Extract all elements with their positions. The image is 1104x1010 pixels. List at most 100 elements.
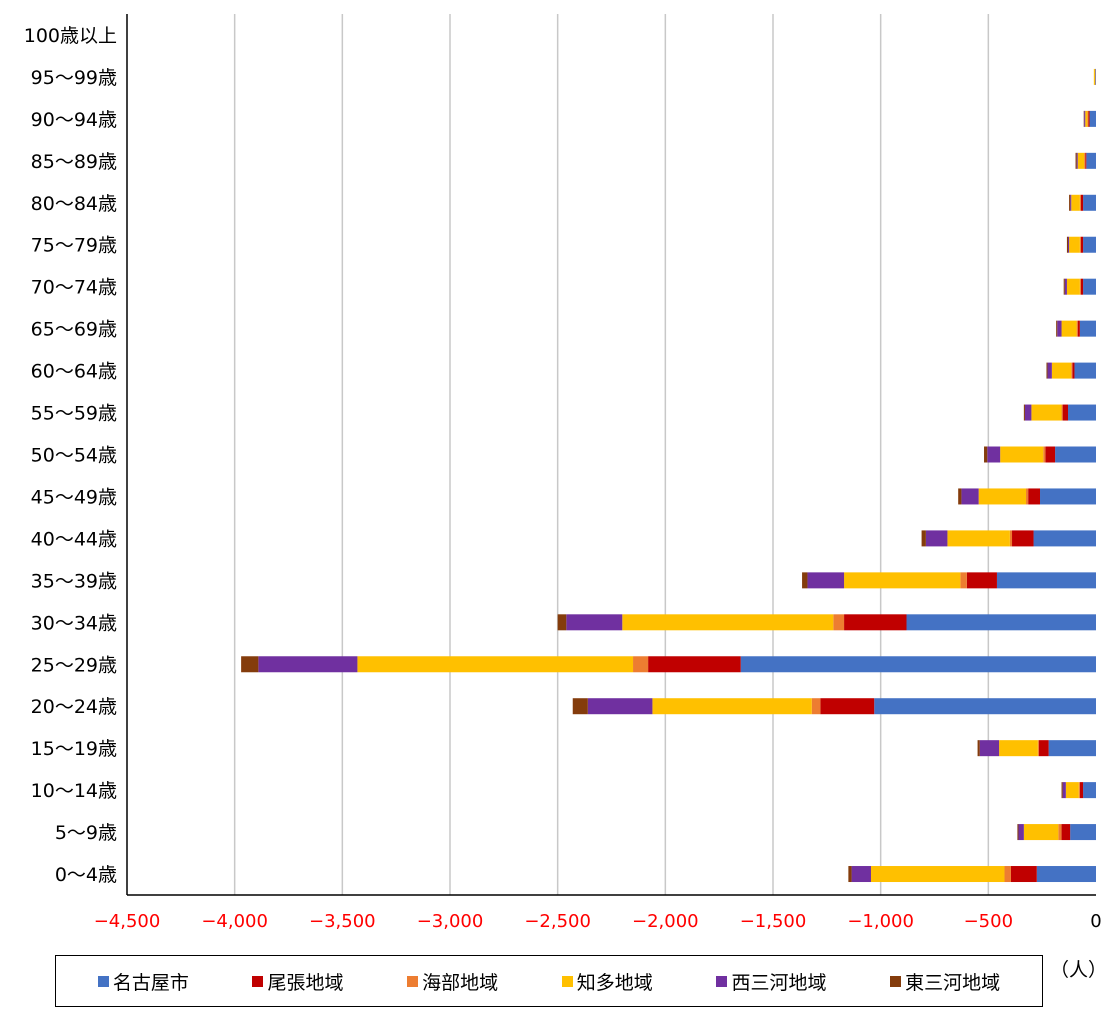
category-label-15: 25〜29歳 (31, 654, 117, 676)
bar-6-1 (1080, 278, 1084, 295)
bar-18-2 (1078, 782, 1080, 799)
legend-swatch-5 (890, 975, 902, 987)
bar-7-1 (1077, 320, 1080, 337)
category-label-16: 20〜24歳 (31, 696, 117, 718)
bar-8-1 (1072, 362, 1075, 379)
bar-2-1 (1088, 110, 1090, 127)
bar-5-0 (1083, 236, 1096, 253)
bar-4-1 (1080, 194, 1084, 211)
legend-label-1: 尾張地域 (267, 971, 344, 994)
bar-16-3 (652, 698, 812, 715)
bar-4-4 (1070, 194, 1072, 211)
bar-12-1 (1012, 530, 1034, 547)
bar-14-2 (833, 614, 845, 631)
legend-swatch-3 (561, 975, 573, 987)
bar-14-5 (557, 614, 567, 631)
bar-20-0 (1036, 866, 1096, 883)
x-tick-label-2: −3,500 (309, 911, 376, 932)
bar-15-2 (633, 656, 649, 673)
bar-5-4 (1068, 236, 1070, 253)
category-label-12: 40〜44歳 (31, 528, 117, 550)
legend-item-0: 名古屋市 (97, 968, 189, 995)
legend-label-0: 名古屋市 (112, 971, 189, 994)
bar-10-3 (1000, 446, 1044, 463)
category-label-18: 10〜14歳 (31, 780, 117, 802)
bar-8-5 (1046, 362, 1048, 379)
bar-12-3 (947, 530, 1010, 547)
bar-3-2 (1084, 152, 1086, 169)
category-label-13: 35〜39歳 (31, 570, 117, 592)
bar-19-3 (1023, 824, 1059, 841)
bar-17-4 (979, 740, 1000, 757)
legend-swatch-4 (716, 975, 728, 987)
category-label-1: 95〜99歳 (31, 67, 117, 89)
bar-7-2 (1076, 320, 1078, 337)
x-tick-label-0: −4,500 (94, 911, 161, 932)
bar-17-2 (1037, 740, 1039, 757)
x-tick-label-8: −500 (964, 911, 1013, 932)
category-label-19: 5〜9歳 (55, 822, 117, 844)
bar-10-0 (1055, 446, 1096, 463)
bar-6-0 (1083, 278, 1096, 295)
bar-13-0 (996, 572, 1096, 589)
bar-13-3 (844, 572, 961, 589)
bar-19-4 (1018, 824, 1024, 841)
bar-12-2 (1009, 530, 1013, 547)
category-label-17: 15〜19歳 (31, 738, 117, 760)
bar-7-4 (1057, 320, 1062, 337)
bar-6-2 (1079, 278, 1081, 295)
bar-6-4 (1064, 278, 1067, 295)
bar-10-2 (1043, 446, 1046, 463)
legend-swatch-0 (97, 975, 109, 987)
legend-label-4: 西三河地域 (731, 971, 827, 994)
bar-5-1 (1080, 236, 1084, 253)
legend-label-2: 海部地域 (422, 971, 499, 994)
bar-18-0 (1083, 782, 1096, 799)
bar-2-3 (1085, 110, 1088, 127)
x-tick-label-6: −1,500 (740, 911, 807, 932)
bar-13-4 (807, 572, 845, 589)
bar-16-4 (587, 698, 653, 715)
bar-9-5 (1023, 404, 1025, 421)
x-tick-label-3: −3,000 (417, 911, 484, 932)
bar-8-2 (1071, 362, 1073, 379)
bar-13-5 (802, 572, 808, 589)
bar-14-3 (622, 614, 834, 631)
bar-10-5 (984, 446, 988, 463)
bar-18-4 (1062, 782, 1066, 799)
bar-20-2 (1004, 866, 1011, 883)
bar-8-4 (1047, 362, 1052, 379)
bar-2-2 (1087, 110, 1089, 127)
bar-9-3 (1031, 404, 1062, 421)
category-label-11: 45〜49歳 (31, 486, 117, 508)
bar-2-0 (1089, 110, 1096, 127)
legend-item-1: 尾張地域 (252, 968, 343, 995)
legend-item-2: 海部地域 (407, 968, 498, 995)
x-tick-label-1: −4,000 (201, 911, 268, 932)
bar-19-0 (1070, 824, 1096, 841)
bar-6-3 (1066, 278, 1080, 295)
bar-17-1 (1038, 740, 1049, 757)
bar-3-0 (1086, 152, 1096, 169)
legend-item-3: 知多地域 (561, 968, 653, 995)
bar-11-2 (1026, 488, 1029, 505)
bar-7-0 (1079, 320, 1096, 337)
category-label-10: 50〜54歳 (31, 445, 117, 467)
bar-16-5 (572, 698, 588, 715)
bar-5-3 (1069, 236, 1080, 253)
legend-label-3: 知多地域 (576, 971, 653, 994)
category-label-2: 90〜94歳 (31, 109, 117, 131)
legend-label-5: 東三河地域 (905, 971, 1001, 994)
bar-9-1 (1062, 404, 1069, 421)
bar-17-0 (1048, 740, 1096, 757)
bar-17-5 (977, 740, 980, 757)
bar-3-5 (1075, 152, 1077, 169)
bar-11-1 (1028, 488, 1041, 505)
category-label-4: 80〜84歳 (31, 193, 117, 215)
bar-7-3 (1061, 320, 1077, 337)
bar-12-0 (1033, 530, 1096, 547)
bar-19-5 (1017, 824, 1019, 841)
bar-20-5 (848, 866, 852, 883)
category-label-5: 75〜79歳 (31, 235, 117, 257)
bar-4-0 (1083, 194, 1096, 211)
